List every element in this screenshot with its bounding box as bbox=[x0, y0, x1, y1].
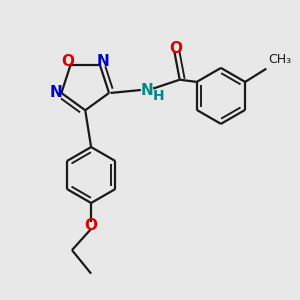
Text: H: H bbox=[153, 89, 164, 103]
Text: N: N bbox=[141, 82, 154, 98]
Text: O: O bbox=[85, 218, 98, 232]
Text: N: N bbox=[49, 85, 62, 100]
Text: N: N bbox=[97, 54, 110, 69]
Text: O: O bbox=[169, 41, 182, 56]
Text: O: O bbox=[62, 54, 75, 69]
Text: CH₃: CH₃ bbox=[268, 53, 291, 66]
